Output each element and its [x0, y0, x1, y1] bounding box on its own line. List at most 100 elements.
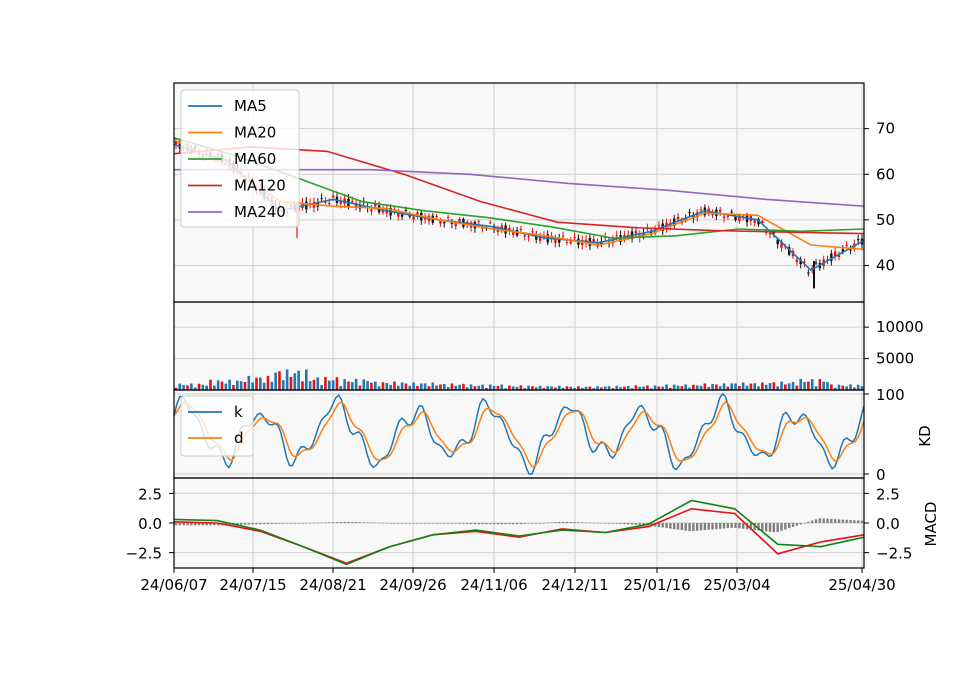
macd-histogram-bar [657, 523, 661, 527]
volume-bar [408, 385, 412, 390]
volume-bar [205, 385, 208, 390]
volume-bar [753, 383, 756, 390]
macd-histogram-bar [362, 522, 365, 523]
volume-bar [236, 380, 239, 390]
volume-bar [462, 383, 465, 390]
macd-line-1 [173, 499, 865, 566]
macd-left-y-tick-label: 0.0 [138, 515, 162, 533]
candle-body [841, 249, 845, 253]
candle-body [856, 239, 860, 241]
legend-label-ma20: MA20 [234, 124, 276, 142]
macd-histogram-bar [558, 521, 561, 523]
volume-bar [707, 386, 711, 390]
volume-bar [646, 385, 649, 390]
candle-body [653, 229, 657, 234]
macd-histogram-bar [239, 523, 243, 525]
volume-bar [228, 379, 231, 390]
macd-histogram-bar [515, 523, 519, 525]
candle-body [826, 259, 829, 261]
candle-body [753, 220, 756, 223]
macd-histogram-bar [262, 523, 266, 525]
volume-bar [803, 382, 806, 390]
macd-left-y-tick-label: −2.5 [126, 545, 162, 563]
candle-body [803, 261, 806, 263]
volume-bar [465, 387, 469, 390]
candle-body [780, 241, 783, 248]
macd-histogram-bar [719, 523, 722, 529]
macd-histogram-bar [297, 523, 300, 524]
volume-bar [623, 386, 626, 390]
price-y-tick-label: 70 [876, 120, 895, 138]
macd-histogram-bar [408, 523, 411, 524]
candle-body [726, 215, 730, 217]
macd-histogram-bar [577, 522, 580, 523]
macd-histogram-bar [266, 523, 270, 525]
volume-bar [807, 381, 810, 390]
macd-histogram-bar [676, 523, 680, 530]
volume-bar [741, 382, 745, 390]
candle-body [741, 215, 745, 217]
volume-bar [703, 383, 707, 390]
macd-histogram-bar [738, 523, 741, 529]
macd-histogram-bar [787, 523, 791, 529]
macd-histogram-bar [278, 523, 281, 524]
macd-histogram-bar [784, 523, 787, 530]
macd-histogram-bar [665, 523, 668, 528]
volume-bar [764, 384, 768, 390]
volume-bar [715, 384, 718, 390]
volume-bar [772, 382, 776, 390]
volume-bar [450, 383, 454, 390]
volume-bar [761, 382, 764, 390]
macd-axis-label: MACD [922, 502, 940, 547]
candle-body [542, 235, 546, 239]
candle-body [573, 236, 576, 238]
volume-bar [504, 388, 507, 390]
volume-bar [538, 385, 542, 390]
volume-bar [488, 384, 492, 390]
macd-histogram-bar [236, 523, 239, 525]
macd-histogram-bar [588, 522, 592, 524]
macd-histogram-bar [604, 523, 607, 524]
volume-bar [745, 385, 749, 390]
candle-body [435, 216, 438, 218]
macd-histogram-bar [565, 521, 569, 523]
legend-label-ma120: MA120 [234, 177, 286, 195]
macd-histogram-bar [477, 523, 480, 525]
macd-histogram-bar [312, 522, 316, 524]
macd-histogram-bar [600, 522, 603, 524]
macd-histogram-bar [431, 523, 434, 524]
volume-bar [270, 381, 274, 390]
volume-bar [649, 388, 653, 390]
macd-histogram-bar [688, 523, 691, 532]
macd-histogram-bar [841, 519, 845, 523]
candle-body [676, 216, 680, 220]
macd-histogram-bar [611, 523, 615, 524]
macd-histogram-bar [780, 523, 783, 531]
macd-histogram-bar [412, 523, 415, 524]
volume-bar [626, 386, 630, 390]
candle-body [814, 262, 818, 264]
candle-body [833, 251, 837, 257]
macd-histogram-bar [374, 522, 377, 524]
kd-line-d [173, 401, 865, 468]
candle-body [554, 238, 557, 243]
volume-bar [810, 379, 814, 390]
volume-bar [523, 388, 527, 390]
macd-histogram-bar [201, 523, 205, 526]
macd-histogram-bar [473, 523, 477, 525]
legend-label-ma5: MA5 [234, 97, 267, 115]
volume-bar [730, 383, 733, 390]
x-tick-label: 25/04/30 [828, 576, 895, 594]
candle-body [688, 212, 691, 214]
macd-histogram-bar [703, 523, 707, 531]
volume-bar [492, 385, 496, 390]
volume-bar [259, 377, 262, 390]
macd-histogram-bar [833, 519, 837, 523]
macd-histogram-bar [707, 523, 710, 530]
candle-body [477, 221, 480, 223]
volume-bar [339, 386, 343, 390]
volume-bar [500, 384, 504, 390]
volume-bar [473, 386, 477, 390]
macd-histogram-bar [538, 523, 542, 524]
